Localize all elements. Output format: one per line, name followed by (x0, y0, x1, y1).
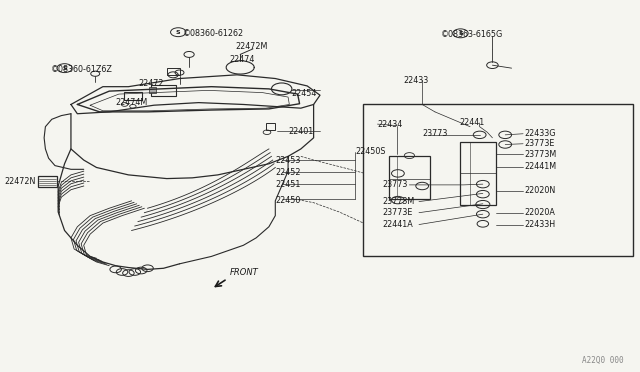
Text: 23773: 23773 (383, 180, 408, 189)
Text: 22020N: 22020N (524, 186, 556, 195)
Text: 22434: 22434 (378, 120, 403, 129)
Text: 22451: 22451 (275, 180, 301, 189)
Text: 23773E: 23773E (524, 139, 555, 148)
Text: ©08360-61262: ©08360-61262 (182, 29, 244, 38)
Text: 23773M: 23773M (524, 150, 557, 159)
Text: 22401: 22401 (288, 127, 314, 137)
Text: ©08360-61Z6Z: ©08360-61Z6Z (51, 65, 113, 74)
Bar (266, 123, 275, 130)
Text: 22450: 22450 (275, 196, 301, 205)
Text: 22441A: 22441A (383, 220, 413, 229)
Text: 22472N: 22472N (4, 177, 35, 186)
Text: S: S (176, 30, 180, 35)
Text: 23773: 23773 (422, 129, 447, 138)
Text: 22441: 22441 (460, 118, 484, 127)
Text: 22474M: 22474M (116, 98, 148, 107)
Text: FRONT: FRONT (229, 268, 258, 277)
Text: 22474: 22474 (229, 55, 255, 64)
Text: 22454: 22454 (291, 89, 317, 98)
Text: 22433: 22433 (403, 76, 428, 84)
Bar (38, 176, 57, 187)
Text: 22452: 22452 (275, 168, 301, 177)
Text: A22Q0 000: A22Q0 000 (582, 356, 623, 365)
Bar (167, 68, 179, 75)
Text: 22441M: 22441M (524, 162, 557, 171)
Text: 22450S: 22450S (355, 147, 386, 156)
Bar (124, 92, 142, 100)
Bar (461, 141, 495, 205)
Text: 22433H: 22433H (524, 220, 556, 229)
Text: S: S (458, 31, 463, 36)
Text: 23773M: 23773M (383, 197, 415, 206)
Text: 23773E: 23773E (383, 208, 413, 217)
Text: 22433G: 22433G (524, 129, 556, 138)
Text: S: S (62, 65, 67, 71)
Bar (364, 105, 633, 256)
Text: 22020A: 22020A (524, 208, 556, 217)
Text: ©08363-6165G: ©08363-6165G (442, 29, 504, 39)
Text: 22453: 22453 (275, 156, 301, 165)
Bar (150, 87, 156, 93)
Text: 22472M: 22472M (236, 42, 268, 51)
Bar (389, 156, 431, 199)
Bar (151, 85, 176, 96)
Text: 22472: 22472 (138, 79, 163, 88)
